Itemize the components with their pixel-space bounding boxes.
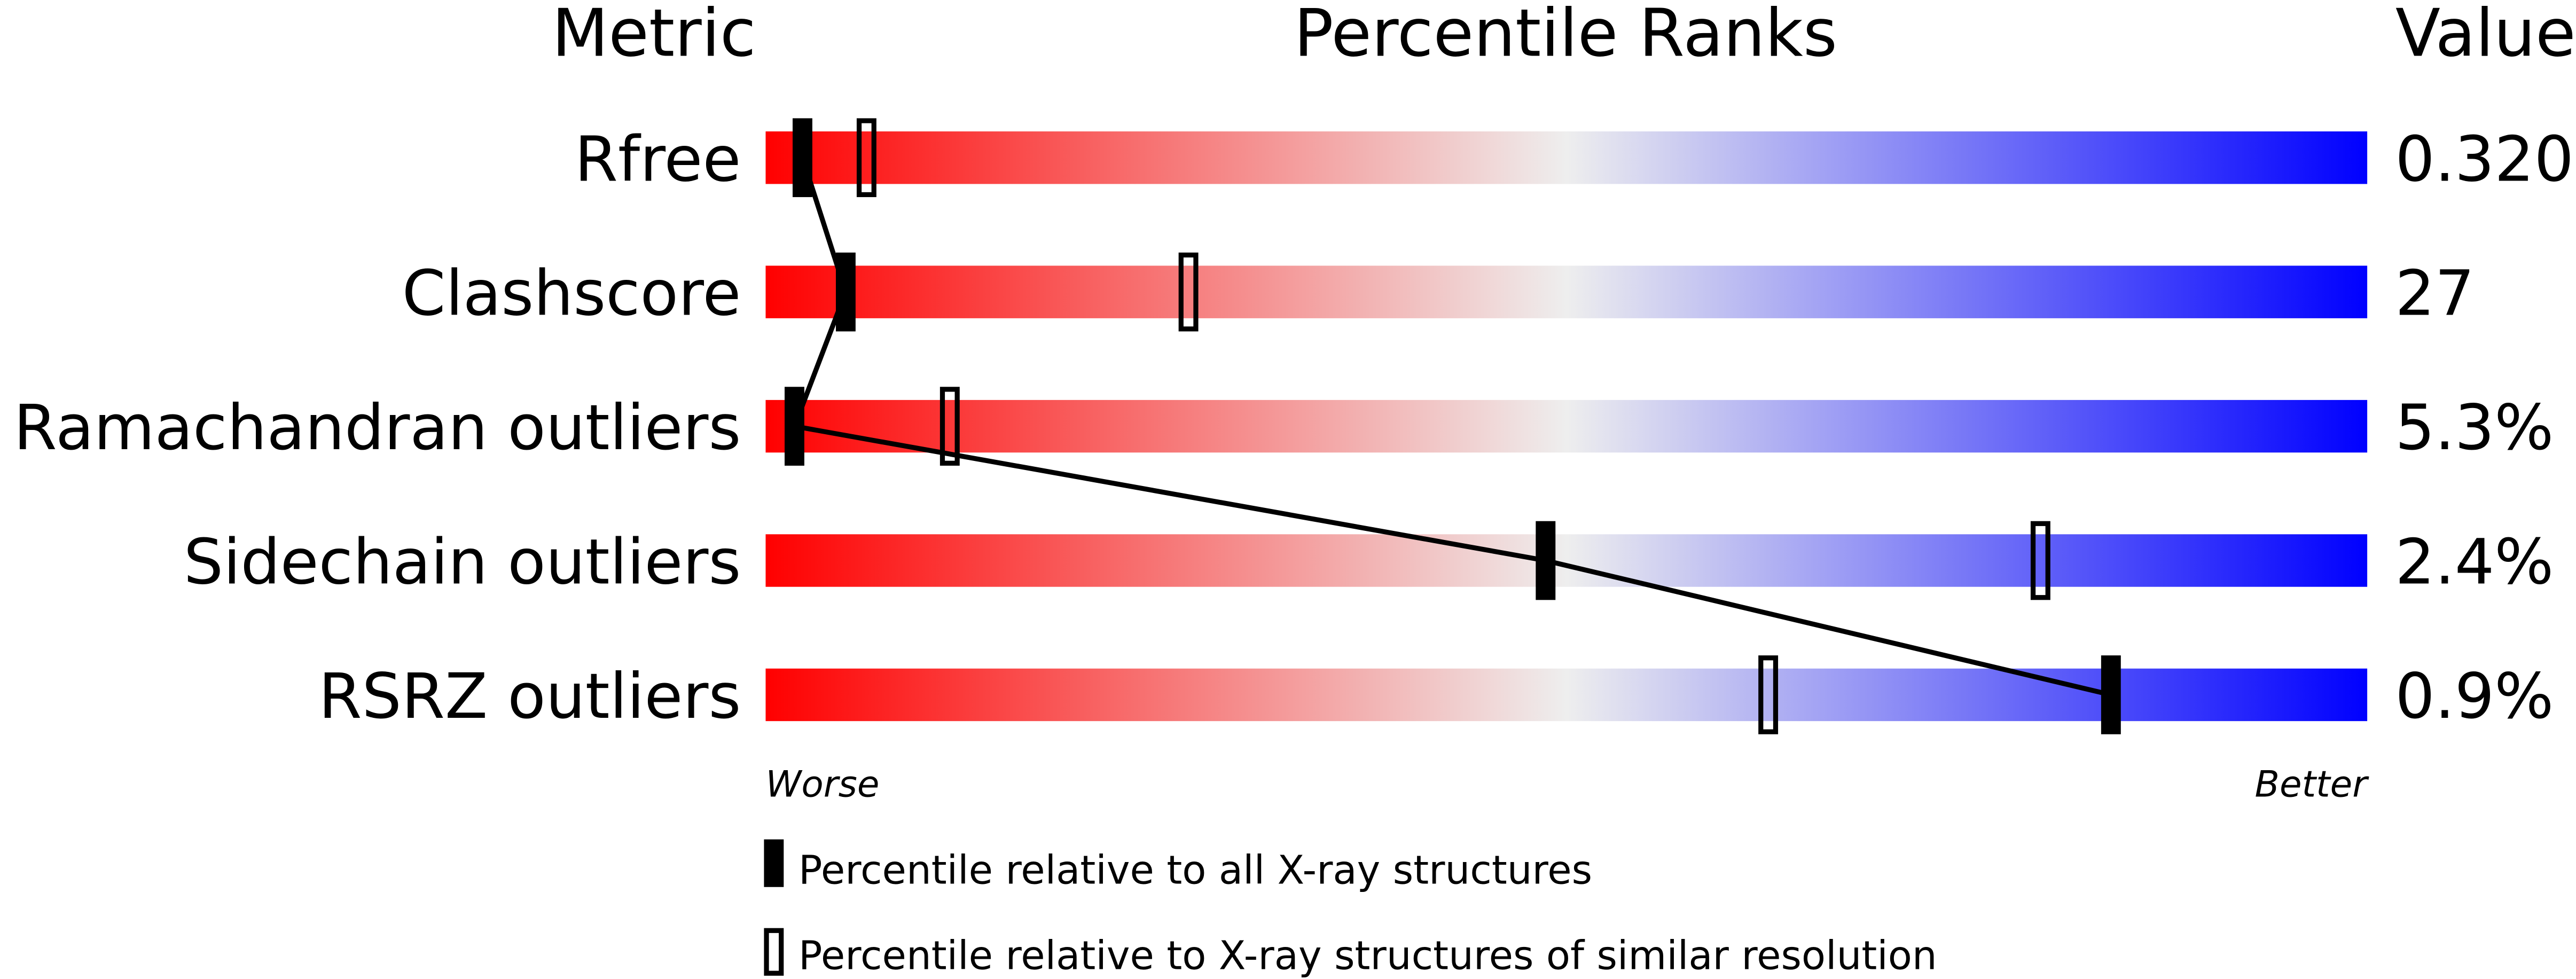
legend-open-marker-icon <box>764 928 784 976</box>
metric-value: 5.3% <box>2395 391 2554 464</box>
all-structures-marker <box>835 252 856 332</box>
metric-label: Sidechain outliers <box>184 526 741 599</box>
all-structures-marker <box>793 118 812 198</box>
axis-label-better: Better <box>2255 763 2370 805</box>
metric-value: 0.320 <box>2395 123 2574 195</box>
all-structures-marker <box>2101 655 2121 734</box>
all-structures-marker <box>785 387 804 466</box>
legend-all-structures: Percentile relative to all X-ray structu… <box>798 848 1592 894</box>
percentile-bar <box>765 131 2368 184</box>
similar-resolution-marker <box>1178 252 1199 332</box>
legend-similar-resolution: Percentile relative to X-ray structures … <box>798 933 1937 979</box>
percentile-bar <box>765 265 2368 318</box>
metric-label: Ramachandran outliers <box>13 391 741 464</box>
metric-value: 0.9% <box>2395 660 2554 733</box>
similar-resolution-marker <box>2030 521 2050 600</box>
metric-label: RSRZ outliers <box>318 660 741 733</box>
header-value: Value <box>2395 0 2576 72</box>
all-structures-marker <box>1536 521 1556 600</box>
percentile-bar <box>765 668 2368 722</box>
metric-label: Rfree <box>575 123 741 195</box>
percentile-bar <box>765 400 2368 453</box>
metric-value: 27 <box>2395 257 2475 330</box>
similar-resolution-marker <box>856 118 876 198</box>
percentile-bar <box>765 534 2368 587</box>
axis-label-worse: Worse <box>765 763 879 805</box>
metric-value: 2.4% <box>2395 526 2554 599</box>
header-metric: Metric <box>552 0 756 72</box>
header-percentile-ranks: Percentile Ranks <box>1294 0 1837 72</box>
similar-resolution-marker <box>1758 655 1779 734</box>
legend-filled-marker-icon <box>764 839 784 887</box>
metric-label: Clashscore <box>402 257 741 330</box>
similar-resolution-marker <box>939 387 960 466</box>
